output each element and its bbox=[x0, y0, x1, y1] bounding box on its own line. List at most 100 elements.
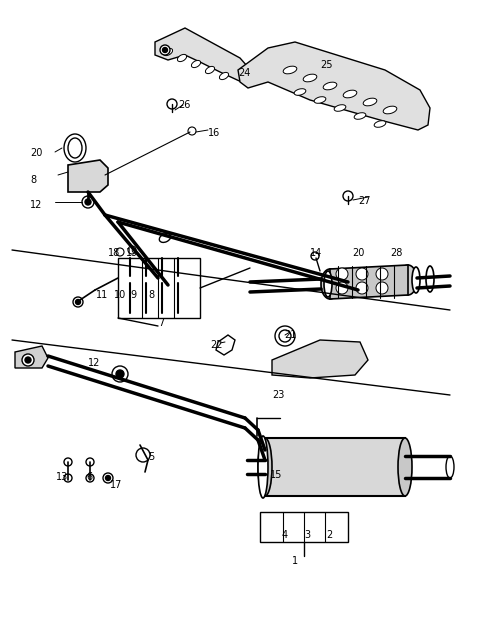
Circle shape bbox=[167, 99, 177, 109]
Ellipse shape bbox=[159, 233, 171, 243]
Text: 20: 20 bbox=[352, 248, 364, 258]
Ellipse shape bbox=[178, 54, 187, 62]
Circle shape bbox=[73, 297, 83, 307]
Ellipse shape bbox=[275, 326, 295, 346]
Text: 11: 11 bbox=[96, 290, 108, 300]
Text: 13: 13 bbox=[56, 472, 68, 482]
Circle shape bbox=[75, 300, 81, 305]
Ellipse shape bbox=[323, 82, 337, 90]
Ellipse shape bbox=[258, 438, 272, 496]
Ellipse shape bbox=[205, 66, 215, 74]
Text: 9: 9 bbox=[130, 290, 136, 300]
Ellipse shape bbox=[374, 120, 386, 127]
Ellipse shape bbox=[363, 98, 377, 106]
Polygon shape bbox=[330, 265, 408, 299]
Text: 27: 27 bbox=[358, 196, 371, 206]
Circle shape bbox=[376, 268, 388, 280]
Ellipse shape bbox=[314, 97, 326, 104]
Circle shape bbox=[163, 47, 168, 52]
Ellipse shape bbox=[283, 66, 297, 74]
Circle shape bbox=[103, 473, 113, 483]
Text: 12: 12 bbox=[88, 358, 100, 368]
Ellipse shape bbox=[334, 105, 346, 111]
Ellipse shape bbox=[321, 269, 339, 299]
Text: 16: 16 bbox=[208, 128, 220, 138]
Text: 1: 1 bbox=[292, 556, 298, 566]
Text: 26: 26 bbox=[178, 100, 191, 110]
Text: 25: 25 bbox=[320, 60, 333, 70]
Circle shape bbox=[25, 357, 31, 363]
Text: 23: 23 bbox=[272, 390, 284, 400]
Circle shape bbox=[112, 366, 128, 382]
Text: 7: 7 bbox=[158, 318, 164, 328]
Polygon shape bbox=[155, 28, 255, 85]
Circle shape bbox=[160, 45, 170, 55]
Text: 14: 14 bbox=[310, 248, 322, 258]
Ellipse shape bbox=[343, 90, 357, 98]
Text: 20: 20 bbox=[30, 148, 42, 158]
Text: 12: 12 bbox=[30, 200, 42, 210]
Circle shape bbox=[128, 246, 136, 254]
Circle shape bbox=[106, 475, 110, 480]
Circle shape bbox=[311, 252, 319, 260]
Ellipse shape bbox=[412, 267, 420, 293]
Text: 3: 3 bbox=[304, 530, 310, 540]
Ellipse shape bbox=[446, 456, 454, 478]
Ellipse shape bbox=[354, 113, 366, 119]
Text: 28: 28 bbox=[390, 248, 402, 258]
Text: 18: 18 bbox=[108, 248, 120, 258]
Circle shape bbox=[336, 268, 348, 280]
Ellipse shape bbox=[68, 138, 82, 158]
Circle shape bbox=[82, 196, 94, 208]
Polygon shape bbox=[272, 340, 368, 378]
Text: 24: 24 bbox=[238, 68, 251, 78]
Ellipse shape bbox=[426, 266, 434, 292]
Text: 4: 4 bbox=[282, 530, 288, 540]
Ellipse shape bbox=[163, 49, 173, 56]
Circle shape bbox=[376, 282, 388, 294]
Circle shape bbox=[86, 474, 94, 482]
Circle shape bbox=[22, 354, 34, 366]
Polygon shape bbox=[260, 512, 348, 542]
Circle shape bbox=[136, 448, 150, 462]
Polygon shape bbox=[238, 42, 430, 130]
Circle shape bbox=[64, 458, 72, 466]
Text: 21: 21 bbox=[284, 330, 296, 340]
Ellipse shape bbox=[258, 436, 268, 498]
Ellipse shape bbox=[398, 438, 412, 496]
Polygon shape bbox=[68, 160, 108, 192]
Ellipse shape bbox=[383, 106, 397, 114]
Polygon shape bbox=[265, 438, 405, 496]
Ellipse shape bbox=[303, 74, 317, 82]
Ellipse shape bbox=[294, 89, 306, 95]
Text: 10: 10 bbox=[114, 290, 126, 300]
Ellipse shape bbox=[399, 265, 417, 295]
Circle shape bbox=[188, 127, 196, 135]
Circle shape bbox=[356, 282, 368, 294]
Polygon shape bbox=[118, 258, 200, 318]
Circle shape bbox=[64, 474, 72, 482]
Text: 5: 5 bbox=[148, 452, 154, 462]
Text: 8: 8 bbox=[148, 290, 154, 300]
Ellipse shape bbox=[219, 72, 228, 80]
Circle shape bbox=[86, 458, 94, 466]
Circle shape bbox=[356, 268, 368, 280]
Text: 22: 22 bbox=[210, 340, 223, 350]
Ellipse shape bbox=[192, 61, 201, 67]
Circle shape bbox=[85, 199, 91, 205]
Ellipse shape bbox=[324, 271, 332, 297]
Text: 19: 19 bbox=[126, 248, 138, 258]
Text: 15: 15 bbox=[270, 470, 282, 480]
Circle shape bbox=[116, 370, 124, 378]
Polygon shape bbox=[216, 335, 235, 355]
Polygon shape bbox=[15, 346, 48, 368]
Text: 2: 2 bbox=[326, 530, 332, 540]
Text: 17: 17 bbox=[110, 480, 122, 490]
Circle shape bbox=[336, 282, 348, 294]
Circle shape bbox=[343, 191, 353, 201]
Text: 8: 8 bbox=[30, 175, 36, 185]
Circle shape bbox=[116, 248, 124, 256]
Ellipse shape bbox=[279, 330, 291, 342]
Text: 6: 6 bbox=[86, 472, 92, 482]
Ellipse shape bbox=[64, 134, 86, 162]
